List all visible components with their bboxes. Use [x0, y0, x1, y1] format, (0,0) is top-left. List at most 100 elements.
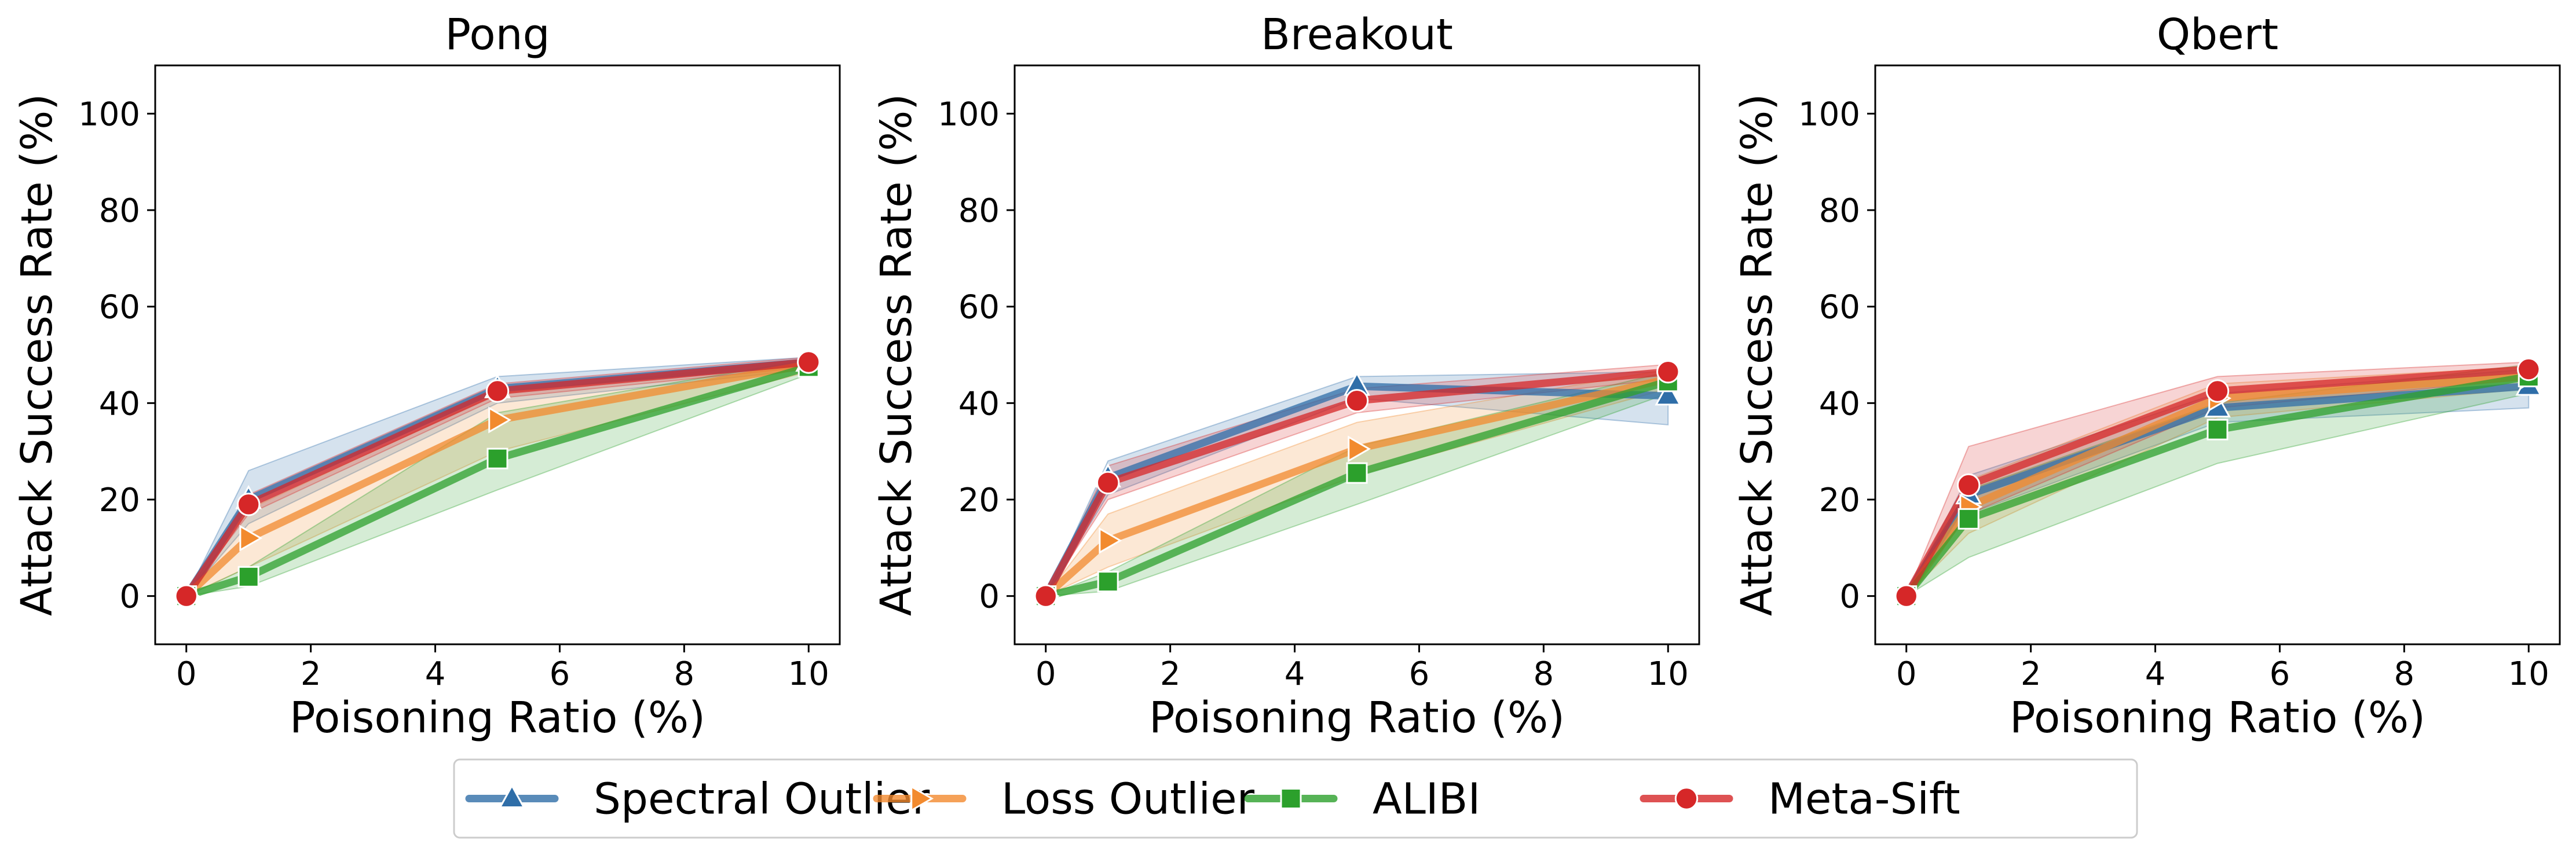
y-tick-label: 40 — [958, 385, 1000, 423]
point-loss-outlier-x1 — [239, 524, 263, 552]
x-tick-label: 8 — [2394, 655, 2415, 693]
y-tick-label: 100 — [1798, 96, 1860, 133]
x-axis-label: Poisoning Ratio (%) — [290, 693, 705, 743]
legend-marker-meta-sift — [1674, 787, 1699, 810]
series-line-meta-sift — [182, 358, 813, 600]
x-tick-label: 4 — [1285, 655, 1305, 693]
legend-label: Loss Outlier — [1001, 775, 1255, 824]
series-line-loss-outlier — [182, 361, 813, 600]
x-axis: 0 2 4 6 8 10 — [176, 644, 829, 693]
y-tick-label: 60 — [1819, 289, 1860, 326]
x-tick-label: 0 — [1896, 655, 1917, 693]
legend-label: Meta-Sift — [1768, 775, 1960, 824]
y-tick-label: 40 — [1819, 385, 1860, 423]
x-tick-label: 0 — [1035, 655, 1056, 693]
series-markers — [1032, 359, 1682, 610]
y-axis-label: Attack Success Rate (%) — [1732, 94, 1782, 616]
y-tick-label: 60 — [99, 289, 140, 326]
legend-entry-meta-sift: Meta-Sift — [1640, 775, 1960, 824]
point-alibi-x1 — [1957, 508, 1979, 530]
point-meta-sift-x10 — [1656, 359, 1680, 384]
series-lines — [1902, 365, 2533, 600]
y-tick-label: 40 — [99, 385, 140, 423]
y-tick-label: 80 — [958, 192, 1000, 230]
y-tick-label: 0 — [979, 578, 1000, 616]
point-meta-sift-x0 — [1034, 584, 1058, 608]
legend-marker-loss-outlier — [910, 785, 934, 812]
x-tick-label: 10 — [2508, 655, 2549, 693]
x-tick-label: 6 — [2270, 655, 2290, 693]
y-tick-label: 20 — [1819, 482, 1860, 519]
x-tick-label: 2 — [1160, 655, 1181, 693]
legend-label: ALIBI — [1373, 775, 1480, 824]
chart-title: Pong — [445, 10, 550, 60]
series-markers — [173, 347, 823, 610]
series-line-loss-outlier — [1902, 373, 2533, 600]
y-tick-label: 20 — [99, 482, 140, 519]
series-line-alibi — [182, 363, 813, 600]
x-tick-label: 4 — [425, 655, 446, 693]
chart-panel-qbert: Qbert 0 2 4 6 8 10 Poisoning Ratio (%) 0 20 40 60 80… — [1732, 10, 2561, 743]
plot-frame — [1013, 64, 1700, 645]
y-axis-label: Attack Success Rate (%) — [12, 94, 62, 616]
legend: Spectral Outlier Loss Outlier ALIBI Meta-Si… — [453, 758, 2138, 839]
series-line-loss-outlier — [1042, 375, 1672, 600]
chart-panel-pong: Pong 0 2 4 6 8 10 Poisoning Ratio (%) 0 20 40 60 80 1… — [12, 10, 841, 743]
y-tick-label: 80 — [1819, 192, 1860, 230]
x-axis-label: Poisoning Ratio (%) — [1149, 693, 1565, 743]
point-loss-outlier-x5 — [488, 406, 512, 434]
x-tick-label: 6 — [550, 655, 570, 693]
x-tick-label: 2 — [301, 655, 321, 693]
x-axis: 0 2 4 6 8 10 — [1896, 644, 2549, 693]
series-lines — [1042, 368, 1672, 600]
point-meta-sift-x5 — [1345, 388, 1369, 413]
y-axis: 0 20 40 60 80 100 — [1798, 96, 1875, 616]
y-axis-label: Attack Success Rate (%) — [872, 94, 921, 616]
point-meta-sift-x0 — [1894, 584, 1918, 608]
legend-marker-alibi — [1280, 788, 1302, 809]
plot-frame — [154, 64, 841, 645]
x-tick-label: 2 — [2021, 655, 2041, 693]
plot-frame — [1874, 64, 2561, 645]
point-meta-sift-x5 — [485, 379, 510, 403]
point-alibi-x1 — [1097, 571, 1119, 593]
point-loss-outlier-x1 — [1099, 527, 1122, 554]
point-meta-sift-x1 — [1096, 471, 1120, 495]
y-tick-label: 0 — [119, 578, 140, 616]
legend-entry-alibi: ALIBI — [1244, 775, 1480, 824]
y-axis: 0 20 40 60 80 100 — [938, 96, 1015, 616]
x-tick-label: 4 — [2145, 655, 2166, 693]
x-tick-label: 10 — [788, 655, 829, 693]
x-axis-label: Poisoning Ratio (%) — [2010, 693, 2425, 743]
x-axis: 0 2 4 6 8 10 — [1035, 644, 1689, 693]
point-meta-sift-x1 — [1956, 473, 1981, 497]
series-markers — [1893, 357, 2543, 610]
series-line-alibi — [1042, 377, 1672, 600]
chart-title: Qbert — [2157, 10, 2278, 60]
point-meta-sift-x1 — [236, 493, 261, 516]
series-line-meta-sift — [1042, 368, 1672, 600]
point-alibi-x1 — [237, 566, 259, 588]
y-tick-label: 100 — [78, 96, 140, 133]
legend-marker-spectral-outlier — [499, 784, 525, 808]
x-tick-label: 8 — [1534, 655, 1554, 693]
chart-title: Breakout — [1261, 10, 1453, 60]
y-tick-label: 80 — [99, 192, 140, 230]
series-line-meta-sift — [1902, 365, 2533, 600]
point-alibi-x5 — [486, 447, 508, 469]
chart-panel-breakout: Breakout 0 2 4 6 8 10 Poisoning Ratio (%) 0 20 40 6… — [872, 10, 1700, 743]
series-line-alibi — [1902, 373, 2533, 600]
point-alibi-x5 — [1346, 462, 1368, 484]
point-meta-sift-x10 — [2517, 357, 2541, 381]
x-tick-label: 10 — [1648, 655, 1689, 693]
x-tick-label: 0 — [176, 655, 197, 693]
y-tick-label: 20 — [958, 482, 1000, 519]
point-alibi-x5 — [2207, 419, 2229, 441]
y-tick-label: 0 — [1839, 578, 1860, 616]
x-tick-label: 8 — [674, 655, 695, 693]
y-tick-label: 100 — [938, 96, 1000, 133]
point-meta-sift-x5 — [2205, 379, 2230, 403]
point-loss-outlier-x5 — [1348, 435, 1371, 463]
